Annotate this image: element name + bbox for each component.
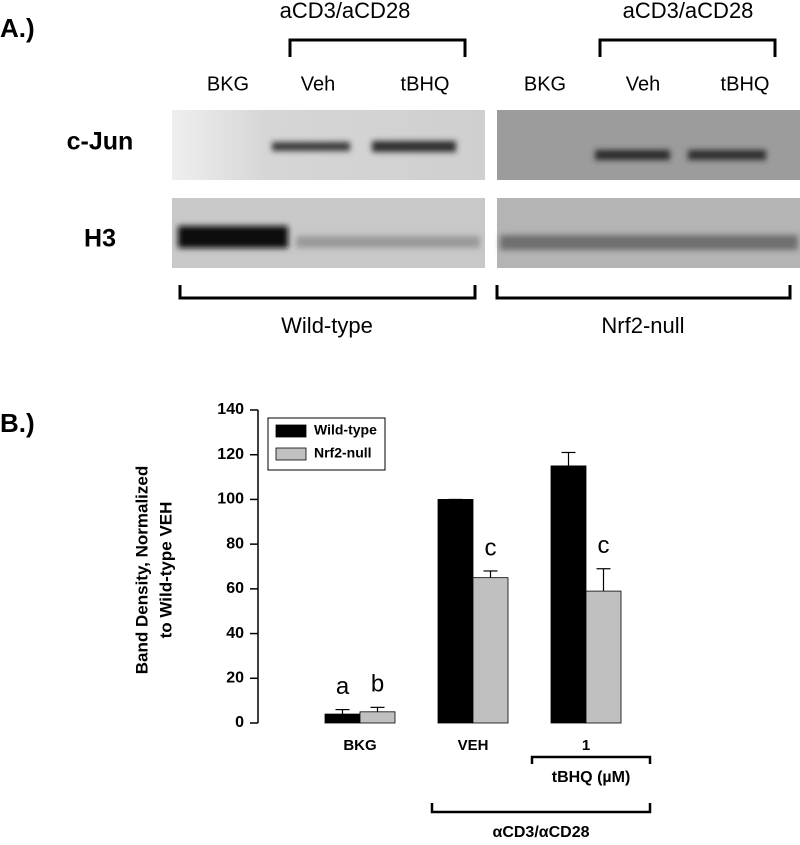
blot <box>172 110 800 268</box>
y-tick-label: 60 <box>226 580 244 597</box>
lane-label: BKG <box>524 73 566 95</box>
bar <box>585 590 622 724</box>
legend-swatch <box>275 447 307 461</box>
bracket <box>598 38 777 57</box>
y-axis-label: to Wild-type VEH <box>156 502 175 639</box>
panel-label: B.) <box>0 408 35 438</box>
legend-label: Wild-type <box>314 422 377 438</box>
y-tick-label: 120 <box>217 446 244 463</box>
significance-letter: c <box>485 534 497 561</box>
y-tick-label: 100 <box>217 491 244 508</box>
x-tick-label: 1 <box>582 737 590 754</box>
significance-letter: a <box>336 673 350 700</box>
bar <box>324 713 361 724</box>
y-tick-label: 140 <box>217 401 244 418</box>
panel-label: A.) <box>0 13 35 43</box>
x-tick-label: BKG <box>343 737 376 754</box>
lane-label: Veh <box>626 73 660 95</box>
row-label: H3 <box>84 225 116 253</box>
legend <box>267 417 386 471</box>
y-axis-label: Band Density, Normalized <box>132 466 151 674</box>
bracket <box>288 38 467 57</box>
legend-swatch <box>275 424 307 438</box>
y-tick-label: 0 <box>235 714 244 731</box>
lane-label: tBHQ <box>401 73 450 95</box>
bar <box>437 499 474 724</box>
genotype-label: Nrf2-null <box>601 313 684 338</box>
lane-label: Veh <box>301 73 335 95</box>
bracket <box>430 803 652 814</box>
bar <box>550 465 587 724</box>
group-label: aCD3/aCD28 <box>623 0 754 23</box>
significance-letter: b <box>371 671 384 698</box>
significance-letter: c <box>598 532 610 559</box>
bracket <box>178 285 477 300</box>
bracket <box>495 285 792 300</box>
legend-label: Nrf2-null <box>314 445 372 461</box>
group-label: aCD3/aCD28 <box>280 0 411 23</box>
bar <box>359 711 396 724</box>
x-tick-label: VEH <box>458 737 489 754</box>
lane-label: tBHQ <box>721 73 770 95</box>
lane-label: BKG <box>207 73 249 95</box>
bracket <box>530 755 652 764</box>
y-tick-label: 40 <box>226 625 244 642</box>
y-tick-label: 20 <box>226 670 244 687</box>
y-tick-label: 80 <box>226 535 244 552</box>
bar <box>472 577 509 724</box>
row-label: c-Jun <box>67 128 134 156</box>
group-label: αCD3/αCD28 <box>492 824 589 841</box>
genotype-label: Wild-type <box>281 313 373 338</box>
group-label: tBHQ (µM) <box>552 769 631 786</box>
